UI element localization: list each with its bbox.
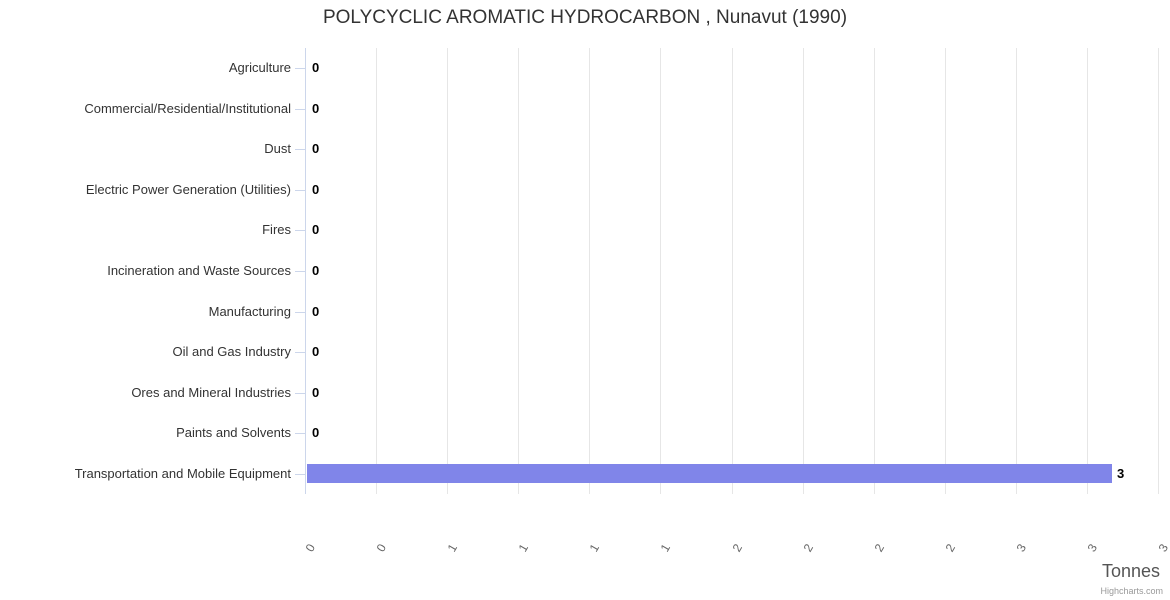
gridline [1015, 48, 1017, 494]
category-label: Commercial/Residential/Institutional [84, 100, 291, 116]
value-tick-label: 1 [515, 541, 532, 555]
value-tick-label: 2 [800, 541, 816, 555]
gridline [660, 48, 662, 494]
x-axis-title: Tonnes [1101, 561, 1160, 581]
value-tick-label: 2 [871, 541, 887, 555]
plot-area: 0 0 0 0 0 0 0 0 0 0 3 [305, 48, 1159, 494]
gridline [1158, 48, 1159, 494]
value-tick-label: 3 [1084, 541, 1100, 555]
category-tick [295, 190, 305, 191]
gridline [731, 48, 733, 494]
category-tick [295, 149, 305, 150]
data-label: 0 [312, 100, 320, 116]
category-tick [295, 312, 305, 313]
value-tick-label: 1 [586, 541, 603, 555]
gridline [873, 48, 875, 494]
category-label: Manufacturing [208, 303, 291, 319]
category-label: Paints and Solvents [176, 425, 291, 441]
category-label: Agriculture [228, 60, 291, 76]
gridline [376, 48, 378, 494]
data-label: 0 [312, 303, 320, 319]
category-label: Fires [262, 222, 291, 238]
data-label: 3 [1117, 465, 1125, 481]
data-label: 0 [312, 222, 320, 238]
category-label: Incineration and Waste Sources [107, 263, 291, 278]
category-label: Ores and Mineral Industries [131, 384, 291, 400]
value-tick-label: 2 [729, 541, 745, 555]
category-label: Electric Power Generation (Utilities) [85, 181, 291, 197]
highcharts-credits-link[interactable]: Highcharts.com [1100, 586, 1163, 596]
category-tick [295, 109, 305, 110]
bar-10[interactable] [307, 464, 1112, 484]
value-tick-label: 1 [658, 541, 674, 555]
data-label: 0 [312, 344, 320, 360]
category-tick [295, 230, 305, 231]
category-tick [295, 68, 305, 69]
data-label: 0 [312, 263, 320, 278]
category-tick [295, 393, 305, 394]
gridline [518, 48, 520, 494]
value-tick-label: 2 [942, 541, 958, 555]
category-label: Oil and Gas Industry [172, 344, 292, 360]
value-tick-label: 0 [302, 541, 319, 555]
category-tick [295, 271, 305, 272]
chart-title: POLYCYCLIC AROMATIC HYDROCARBON , Nunavu… [322, 7, 848, 28]
gridline [447, 48, 449, 494]
category-tick [295, 474, 305, 475]
data-label: 0 [312, 181, 320, 197]
value-tick-label: 3 [1013, 541, 1029, 555]
data-label: 0 [312, 60, 320, 76]
value-tick-label: 0 [373, 541, 390, 555]
data-label: 0 [312, 425, 320, 441]
gridline [802, 48, 804, 494]
value-tick-label: 1 [444, 541, 461, 555]
category-tick [295, 352, 305, 353]
category-tick [295, 433, 305, 434]
category-label: Transportation and Mobile Equipment [74, 465, 291, 481]
data-label: 0 [312, 384, 320, 400]
category-label: Dust [264, 141, 291, 157]
gridline [944, 48, 946, 494]
gridline [1086, 48, 1088, 494]
gridline [589, 48, 591, 494]
data-label: 0 [312, 141, 320, 157]
